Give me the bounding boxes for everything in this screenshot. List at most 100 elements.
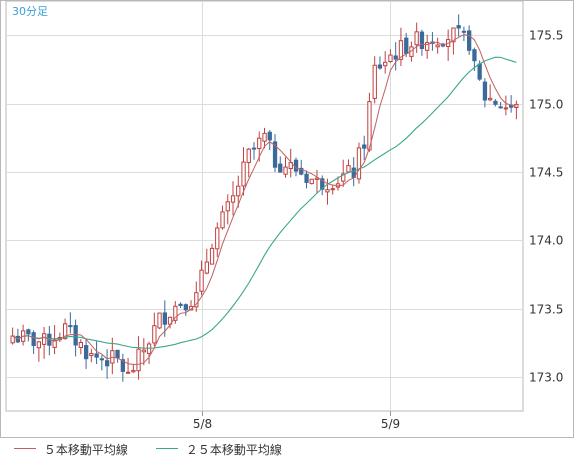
candle-body	[419, 31, 425, 49]
y-tick-label: 174.0	[529, 234, 563, 248]
candle-body	[493, 100, 498, 105]
candle-body	[383, 61, 388, 67]
legend-label-ma5: ５本移動平均線	[43, 443, 128, 457]
candle-body	[278, 163, 283, 173]
candle-body	[367, 101, 372, 151]
y-tick-label: 173.5	[529, 303, 563, 317]
period-label: 30分足	[12, 5, 48, 18]
legend-item-ma25: ２５本移動平均線	[156, 441, 282, 458]
candle-body	[456, 25, 461, 29]
candle-body	[467, 30, 472, 51]
legend-swatch-ma25	[156, 448, 178, 449]
candle-body	[225, 201, 230, 212]
candle-body	[36, 341, 42, 349]
candle-body	[346, 165, 351, 173]
candle-body	[120, 359, 125, 372]
candle-body	[404, 37, 409, 54]
candle-body	[257, 137, 262, 149]
legend-item-ma5: ５本移動平均線	[14, 441, 128, 458]
candle-body	[377, 64, 383, 69]
candle-body	[246, 148, 251, 164]
candle-body	[267, 131, 272, 141]
ma5-line	[12, 34, 517, 366]
y-tick-label: 174.5	[529, 166, 563, 180]
candle-body	[131, 369, 136, 373]
candle-body	[488, 97, 493, 101]
candle-body	[304, 173, 309, 183]
candle-body	[230, 195, 236, 203]
candle-body	[157, 312, 162, 329]
candle-body	[241, 161, 246, 187]
candle-body	[393, 55, 398, 60]
candle-body	[136, 348, 141, 372]
candle-body	[63, 323, 68, 340]
candle-body	[477, 63, 482, 80]
candle-body	[293, 159, 299, 172]
candle-body	[251, 147, 257, 150]
candle-body	[209, 247, 215, 265]
candle-body	[73, 325, 78, 346]
candle-body	[320, 178, 325, 190]
candle-body	[204, 261, 209, 274]
candle-body	[498, 106, 503, 109]
candle-body	[309, 178, 314, 185]
candle-body	[362, 144, 367, 149]
candle-body	[283, 166, 288, 175]
candle-body	[52, 339, 57, 348]
candle-body	[78, 342, 83, 348]
y-tick-label: 175.5	[529, 29, 563, 43]
candle-body	[215, 227, 220, 250]
candle-body	[125, 371, 131, 374]
candle-body	[461, 30, 467, 33]
candle-body	[325, 189, 330, 193]
candle-body	[272, 141, 278, 168]
candle-body	[194, 292, 199, 308]
candle-body	[115, 349, 120, 359]
candle-body	[178, 303, 183, 306]
candle-body	[314, 177, 320, 180]
candle-body	[262, 132, 267, 142]
candle-body	[372, 64, 377, 99]
candle-body	[84, 345, 89, 360]
legend-label-ma25: ２５本移動平均線	[185, 443, 282, 457]
candle-body	[94, 353, 99, 358]
candle-body	[141, 349, 146, 353]
legend-swatch-ma5	[14, 448, 36, 449]
candle-body	[435, 44, 440, 48]
candle-body	[341, 173, 346, 182]
x-tick-label: 5/8	[193, 417, 212, 431]
y-tick-label: 173.0	[529, 371, 563, 385]
candle-body	[173, 305, 178, 321]
candle-body	[26, 329, 31, 335]
candle-body	[152, 325, 157, 344]
candle-body	[388, 54, 393, 62]
candle-body	[68, 325, 73, 328]
candle-body	[31, 332, 36, 347]
candle-body	[236, 185, 241, 197]
candle-body	[398, 40, 404, 60]
x-tick-label: 5/9	[381, 417, 400, 431]
plot-area	[5, 0, 524, 412]
candle-body	[503, 107, 509, 110]
candle-body	[220, 211, 225, 229]
candle-body	[183, 304, 188, 311]
candle-body	[42, 333, 47, 345]
candle-body	[330, 188, 335, 191]
ma25-line	[12, 56, 517, 349]
candle-body	[451, 27, 456, 43]
candle-body	[425, 42, 430, 51]
y-tick-label: 175.0	[529, 98, 563, 112]
legend: ５本移動平均線 ２５本移動平均線	[0, 440, 574, 460]
candle-body	[356, 147, 362, 180]
candle-body	[99, 358, 104, 361]
candle-body	[105, 360, 110, 367]
candle-body	[299, 167, 304, 175]
candle-body	[472, 49, 477, 62]
candle-body	[414, 31, 419, 46]
candle-body	[89, 353, 94, 357]
candle-body	[199, 269, 204, 292]
candle-body	[162, 312, 167, 325]
candle-body	[482, 81, 488, 101]
